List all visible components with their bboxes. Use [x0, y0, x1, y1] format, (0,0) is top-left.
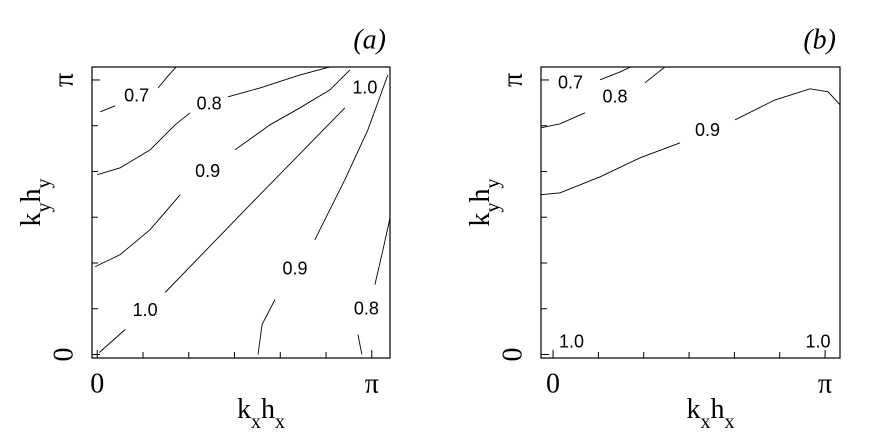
- contour-label: 0.8: [603, 87, 628, 107]
- contour-label: 1.0: [352, 78, 377, 98]
- contour-label: 1.0: [133, 300, 158, 320]
- contour-label: 0.9: [695, 120, 720, 140]
- contour-label: 1.0: [805, 331, 830, 351]
- x-tick-label: π: [818, 368, 832, 399]
- panel-title: (b): [803, 24, 836, 55]
- contour-line: [100, 67, 177, 113]
- y-tick-label: π: [497, 73, 528, 87]
- contour-label: 0.8: [197, 94, 222, 114]
- contour-line: [99, 204, 251, 353]
- contour-line: [541, 88, 840, 196]
- contour-label: 0.9: [282, 258, 307, 278]
- x-axis-label: kxhx: [687, 394, 735, 432]
- x-axis-label: kxhx: [237, 394, 285, 432]
- x-tick-label: 0: [90, 368, 104, 399]
- contour-line: [599, 67, 632, 81]
- contour-line: [357, 215, 390, 355]
- plot-frame: [540, 66, 841, 359]
- contour-label: 0.7: [124, 86, 149, 106]
- contour-label: 0.7: [558, 73, 583, 93]
- contour-label: 0.9: [195, 161, 220, 181]
- y-tick-label: 0: [497, 348, 528, 362]
- y-axis-label: kyhy: [16, 179, 54, 227]
- panel-title: (a): [353, 24, 386, 55]
- y-tick-label: 0: [48, 348, 79, 362]
- y-tick-label: π: [48, 73, 79, 87]
- x-tick-label: π: [365, 368, 379, 399]
- x-tick-label: 0: [546, 368, 560, 399]
- contour-label: 0.8: [354, 298, 379, 318]
- plot-frame: [91, 66, 391, 359]
- contour-line: [541, 67, 666, 129]
- contour-line: [95, 69, 351, 268]
- contour-line: [257, 74, 389, 355]
- contour-label: 1.0: [559, 331, 584, 351]
- y-axis-label: kyhy: [465, 179, 503, 227]
- contour-line: [97, 67, 331, 176]
